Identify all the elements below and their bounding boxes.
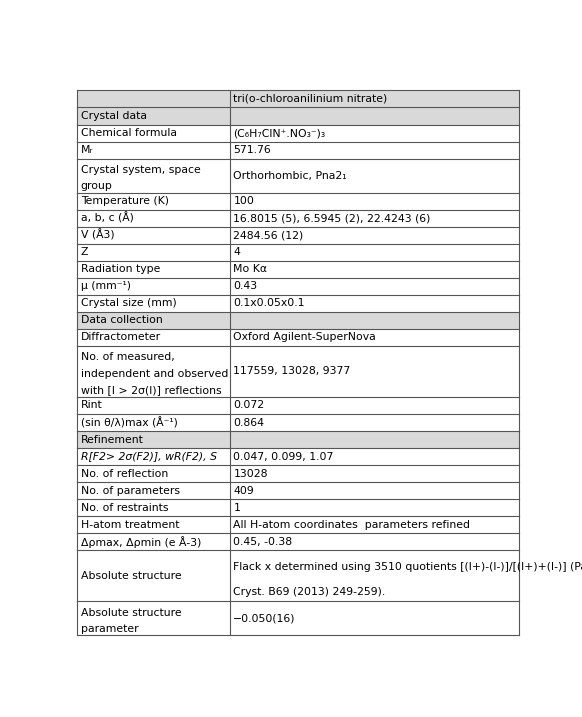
Text: 100: 100 <box>233 196 254 206</box>
Bar <box>77 312 519 329</box>
Text: Data collection: Data collection <box>81 315 162 326</box>
Bar <box>77 431 519 448</box>
Bar <box>77 295 519 312</box>
Text: Flack x determined using 3510 quotients [(I+)-(I-)]/[(I+)+(I-)] (Parsons, Flack : Flack x determined using 3510 quotients … <box>233 562 582 572</box>
Bar <box>77 90 519 108</box>
Bar <box>77 482 519 499</box>
Text: 0.45, -0.38: 0.45, -0.38 <box>233 537 293 547</box>
Bar <box>77 209 519 227</box>
Text: No. of measured,: No. of measured, <box>81 353 175 362</box>
Bar <box>77 465 519 482</box>
Text: a, b, c (Å): a, b, c (Å) <box>81 212 134 224</box>
Bar <box>77 329 519 346</box>
Text: 571.76: 571.76 <box>233 145 271 155</box>
Bar <box>77 550 519 602</box>
Text: with [I > 2σ(I)] reflections: with [I > 2σ(I)] reflections <box>81 385 222 395</box>
Text: Rint: Rint <box>81 401 102 411</box>
Bar <box>77 158 519 193</box>
Text: No. of restraints: No. of restraints <box>81 503 168 513</box>
Text: 2484.56 (12): 2484.56 (12) <box>233 230 304 240</box>
Text: R[F2> 2σ(F2)], wR(F2), S: R[F2> 2σ(F2)], wR(F2), S <box>81 452 217 462</box>
Text: Oxford Agilent-SuperNova: Oxford Agilent-SuperNova <box>233 333 376 343</box>
Bar <box>77 533 519 550</box>
Bar <box>77 277 519 295</box>
Text: 0.43: 0.43 <box>233 281 257 291</box>
Bar <box>77 414 519 431</box>
Text: Cryst. B69 (2013) 249-259).: Cryst. B69 (2013) 249-259). <box>233 587 386 597</box>
Text: Mo Kα: Mo Kα <box>233 265 268 275</box>
Text: Absolute structure: Absolute structure <box>81 608 182 617</box>
Text: 13028: 13028 <box>233 469 268 479</box>
Text: −0.050(16): −0.050(16) <box>233 613 296 623</box>
Bar <box>77 141 519 158</box>
Text: Chemical formula: Chemical formula <box>81 128 177 138</box>
Text: Crystal data: Crystal data <box>81 111 147 121</box>
Text: Temperature (K): Temperature (K) <box>81 196 169 206</box>
Text: All H-atom coordinates  parameters refined: All H-atom coordinates parameters refine… <box>233 520 470 530</box>
Bar <box>77 516 519 533</box>
Text: 16.8015 (5), 6.5945 (2), 22.4243 (6): 16.8015 (5), 6.5945 (2), 22.4243 (6) <box>233 213 431 223</box>
Text: group: group <box>81 181 113 191</box>
Bar <box>77 244 519 261</box>
Text: Mᵣ: Mᵣ <box>81 145 93 155</box>
Text: No. of reflection: No. of reflection <box>81 469 168 479</box>
Text: 0.864: 0.864 <box>233 417 264 427</box>
Bar <box>77 346 519 397</box>
Text: 4: 4 <box>233 247 240 257</box>
Bar <box>77 193 519 209</box>
Text: independent and observed: independent and observed <box>81 369 228 379</box>
Text: tri(o-chloroanilinium nitrate): tri(o-chloroanilinium nitrate) <box>233 94 388 104</box>
Text: No. of parameters: No. of parameters <box>81 485 180 495</box>
Text: 0.072: 0.072 <box>233 401 264 411</box>
Bar <box>77 397 519 414</box>
Text: Diffractometer: Diffractometer <box>81 333 161 343</box>
Text: Z: Z <box>81 247 88 257</box>
Text: H-atom treatment: H-atom treatment <box>81 520 179 530</box>
Text: 0.047, 0.099, 1.07: 0.047, 0.099, 1.07 <box>233 452 333 462</box>
Text: 0.1x0.05x0.1: 0.1x0.05x0.1 <box>233 298 305 308</box>
Bar <box>77 108 519 125</box>
Text: Crystal system, space: Crystal system, space <box>81 165 201 175</box>
Text: 117559, 13028, 9377: 117559, 13028, 9377 <box>233 366 350 376</box>
Text: 1: 1 <box>233 503 240 513</box>
Text: (C₆H₇ClN⁺.NO₃⁻)₃: (C₆H₇ClN⁺.NO₃⁻)₃ <box>233 128 325 138</box>
Text: 409: 409 <box>233 485 254 495</box>
Text: Radiation type: Radiation type <box>81 265 160 275</box>
Bar <box>77 261 519 277</box>
Bar <box>77 125 519 141</box>
Text: Crystal size (mm): Crystal size (mm) <box>81 298 176 308</box>
Bar <box>77 227 519 244</box>
Text: μ (mm⁻¹): μ (mm⁻¹) <box>81 281 131 291</box>
Text: Refinement: Refinement <box>81 435 144 445</box>
Text: V (Å3): V (Å3) <box>81 229 115 241</box>
Text: parameter: parameter <box>81 624 139 634</box>
Bar <box>77 499 519 516</box>
Bar <box>77 448 519 465</box>
Bar <box>77 602 519 635</box>
Text: Absolute structure: Absolute structure <box>81 571 182 581</box>
Text: Orthorhombic, Pna2₁: Orthorhombic, Pna2₁ <box>233 171 347 181</box>
Text: Δρmax, Δρmin (e Å-3): Δρmax, Δρmin (e Å-3) <box>81 536 201 548</box>
Text: (sin θ/λ)max (Å⁻¹): (sin θ/λ)max (Å⁻¹) <box>81 417 178 428</box>
